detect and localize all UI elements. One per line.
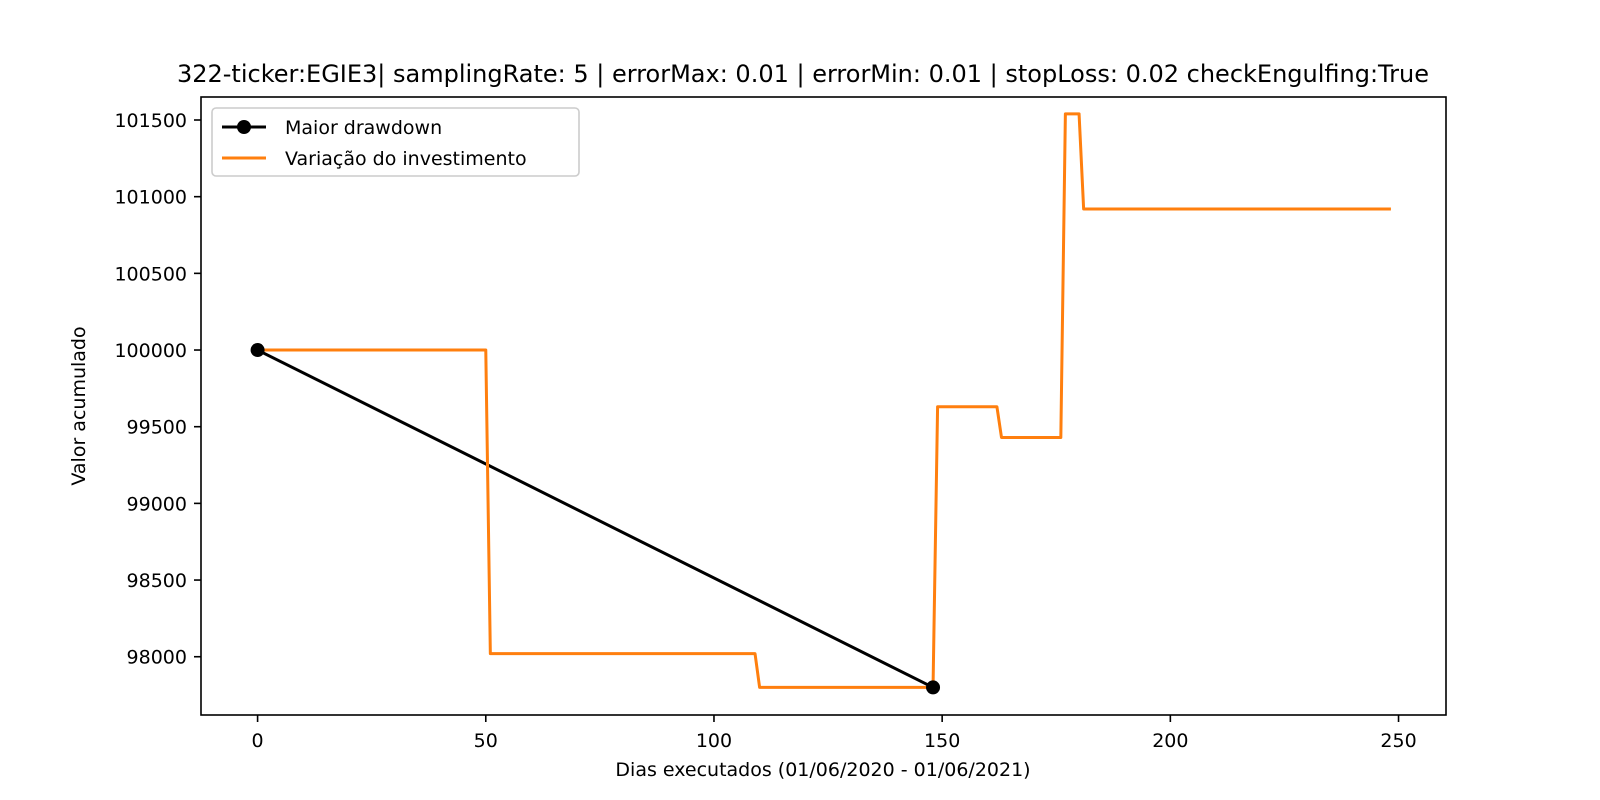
x-tick-label: 100 [696, 730, 732, 752]
legend-label-1: Maior drawdown [285, 117, 442, 139]
y-tick-label: 98500 [127, 570, 187, 592]
plot-frame [200, 96, 1447, 716]
series-1-point [926, 680, 941, 695]
legend-box [211, 107, 580, 177]
series-line-2 [256, 112, 1391, 689]
y-tick-label: 98000 [127, 647, 187, 669]
y-tick-label: 99000 [127, 493, 187, 515]
plot-area [250, 112, 1391, 695]
y-tick-label: 99500 [127, 417, 187, 439]
series-line-1 [255, 348, 936, 690]
legend: Maior drawdown Variação do investimento [211, 107, 580, 177]
x-tick-label: 0 [252, 730, 264, 752]
legend-label-2: Variação do investimento [285, 148, 527, 170]
x-tick-label: 150 [924, 730, 960, 752]
x-tick-label: 200 [1152, 730, 1188, 752]
x-axis: 0 50 100 150 200 250 [252, 715, 1417, 752]
series-1-point [250, 343, 265, 358]
legend-marker-1 [237, 120, 251, 134]
y-axis-label: Valor acumulado [68, 326, 90, 485]
y-tick-label: 101000 [114, 187, 187, 209]
x-tick-label: 50 [474, 730, 498, 752]
y-tick-label: 100000 [114, 340, 187, 362]
y-tick-label: 100500 [114, 263, 187, 285]
y-axis: 98000 98500 99000 99500 100000 100500 101000 10… [114, 110, 201, 669]
chart-title: 322-ticker:EGIE3| samplingRate: 5 | erro… [177, 60, 1429, 88]
x-axis-label: Dias executados (01/06/2020 - 01/06/2021… [615, 759, 1030, 781]
x-tick-label: 250 [1380, 730, 1416, 752]
y-tick-label: 101500 [114, 110, 187, 132]
